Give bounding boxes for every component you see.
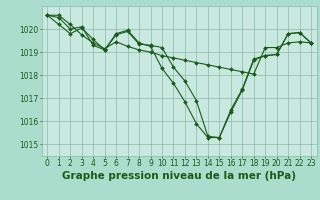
X-axis label: Graphe pression niveau de la mer (hPa): Graphe pression niveau de la mer (hPa) [62,171,296,181]
